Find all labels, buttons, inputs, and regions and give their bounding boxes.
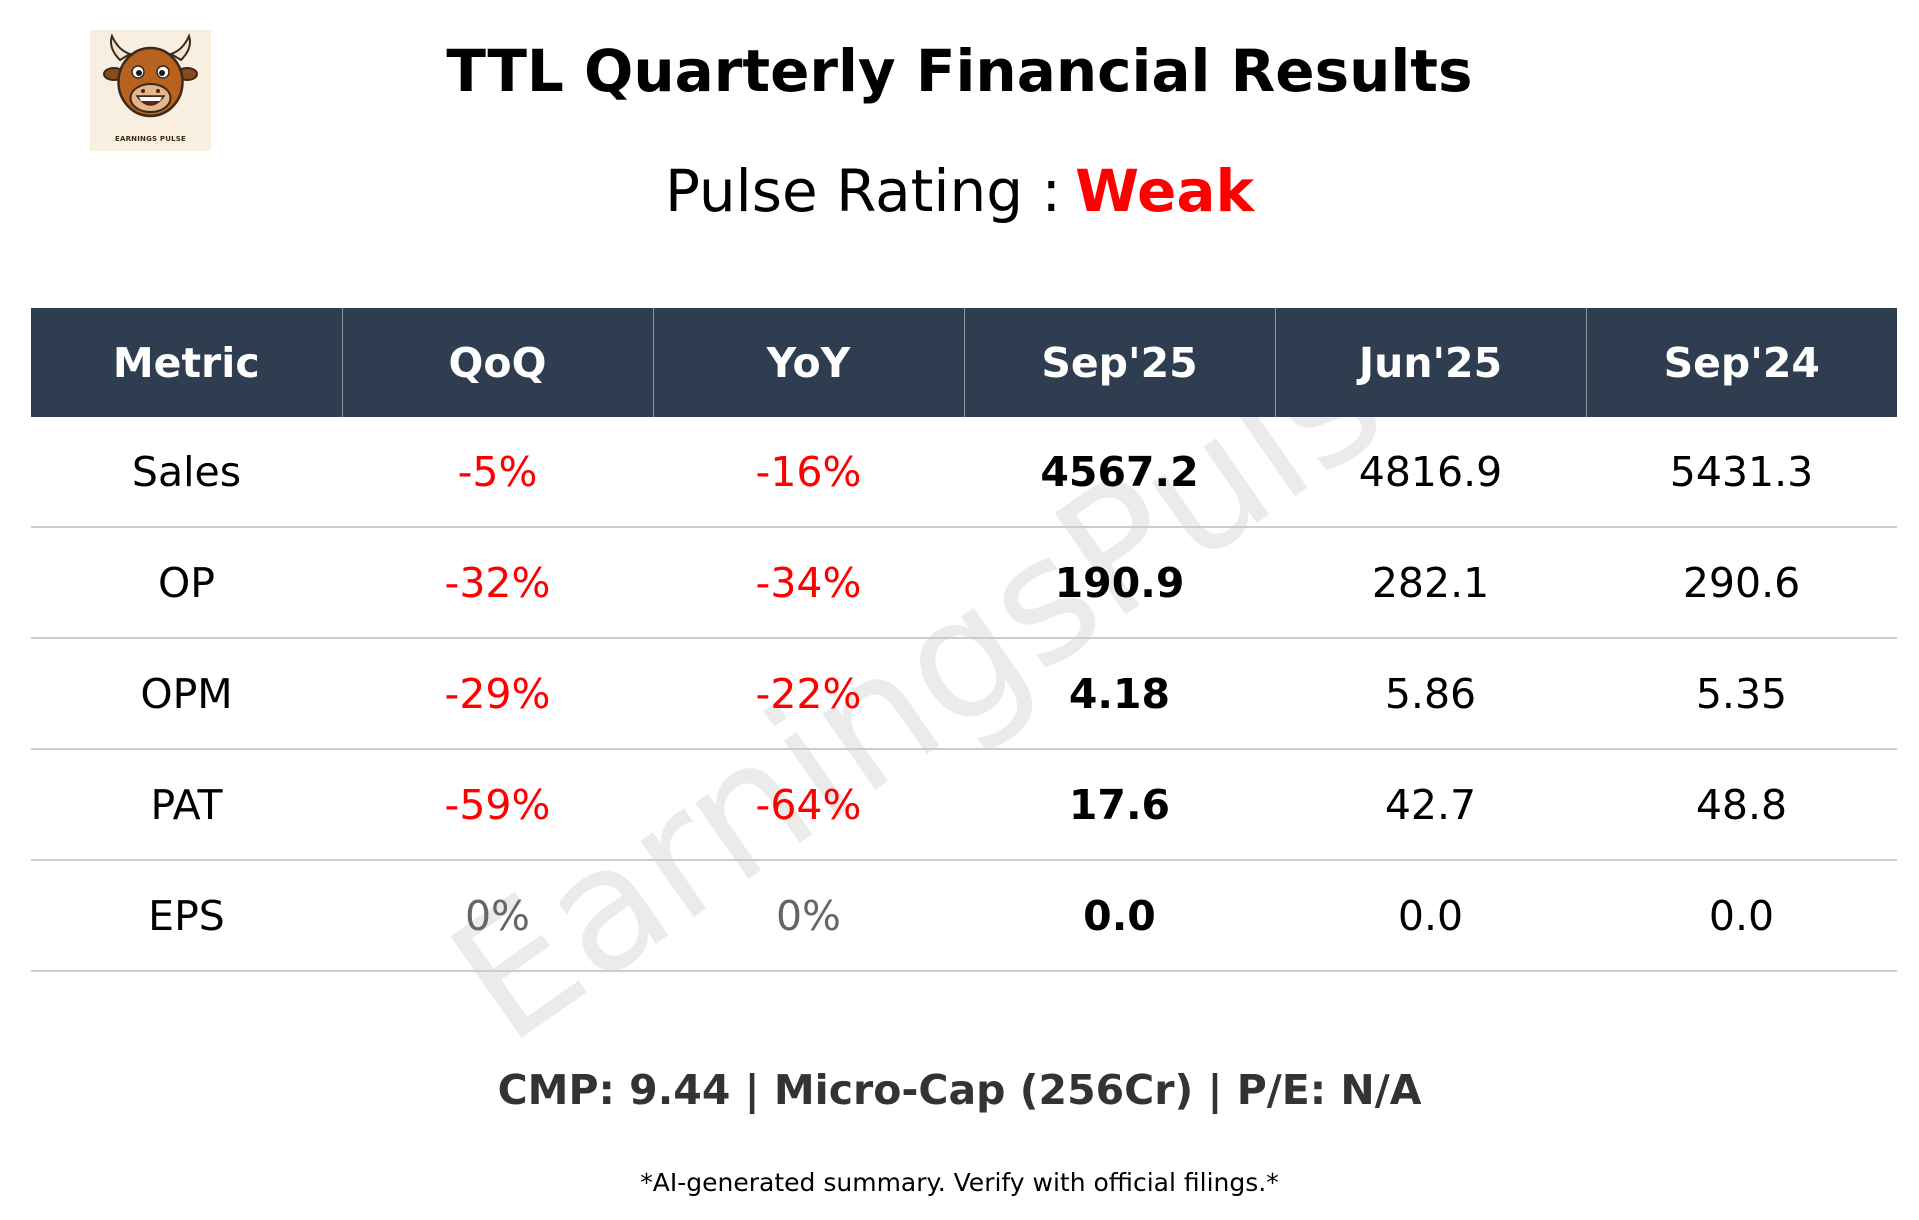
disclaimer: *AI-generated summary. Verify with offic… xyxy=(640,1168,1279,1197)
column-header-metric: Metric xyxy=(31,308,342,417)
sep24-cell: 5431.3 xyxy=(1586,417,1897,528)
column-header-sep25: Sep'25 xyxy=(963,308,1275,417)
metric-cell: PAT xyxy=(31,749,342,861)
yoy-cell: -34% xyxy=(653,527,964,639)
sep24-cell: 290.6 xyxy=(1586,527,1897,639)
column-header-yoy: YoY xyxy=(652,308,964,417)
column-header-jun25: Jun'25 xyxy=(1274,308,1586,417)
jun25-cell: 4816.9 xyxy=(1275,417,1586,528)
sep24-cell: 0.0 xyxy=(1586,860,1897,972)
bull-mascot-icon xyxy=(103,33,198,118)
sep25-cell: 4567.2 xyxy=(964,417,1275,528)
qoq-cell: -32% xyxy=(342,527,653,639)
pulse-rating: Pulse Rating : Weak xyxy=(0,156,1919,226)
metric-cell: OPM xyxy=(31,638,342,750)
jun25-cell: 5.86 xyxy=(1275,638,1586,750)
yoy-cell: -16% xyxy=(653,417,964,528)
yoy-cell: -22% xyxy=(653,638,964,750)
qoq-cell: -5% xyxy=(342,417,653,528)
jun25-cell: 0.0 xyxy=(1275,860,1586,972)
sep25-cell: 17.6 xyxy=(964,749,1275,861)
logo: EARNINGS PULSE xyxy=(90,30,211,151)
sep25-cell: 4.18 xyxy=(964,638,1275,750)
table-row: OPM -29% -22% 4.18 5.86 5.35 xyxy=(31,638,1897,750)
table-row: PAT -59% -64% 17.6 42.7 48.8 xyxy=(31,749,1897,861)
qoq-cell: -29% xyxy=(342,638,653,750)
yoy-cell: 0% xyxy=(653,860,964,972)
qoq-cell: 0% xyxy=(342,860,653,972)
page-title: TTL Quarterly Financial Results xyxy=(446,37,1473,105)
metric-cell: EPS xyxy=(31,860,342,972)
table-row: Sales -5% -16% 4567.2 4816.9 5431.3 xyxy=(31,417,1897,528)
yoy-cell: -64% xyxy=(653,749,964,861)
jun25-cell: 282.1 xyxy=(1275,527,1586,639)
sep24-cell: 5.35 xyxy=(1586,638,1897,750)
sep24-cell: 48.8 xyxy=(1586,749,1897,861)
metric-cell: Sales xyxy=(31,417,342,528)
metric-cell: OP xyxy=(31,527,342,639)
results-table: Metric QoQ YoY Sep'25 Jun'25 Sep'24 Sale… xyxy=(31,308,1897,972)
table-header-row: Metric QoQ YoY Sep'25 Jun'25 Sep'24 xyxy=(31,308,1897,417)
logo-caption: EARNINGS PULSE xyxy=(114,135,187,143)
table-row: EPS 0% 0% 0.0 0.0 0.0 xyxy=(31,860,1897,972)
column-header-qoq: QoQ xyxy=(341,308,653,417)
jun25-cell: 42.7 xyxy=(1275,749,1586,861)
pulse-rating-value: Weak xyxy=(1075,157,1255,225)
qoq-cell: -59% xyxy=(342,749,653,861)
sep25-cell: 190.9 xyxy=(964,527,1275,639)
column-header-sep24: Sep'24 xyxy=(1585,308,1897,417)
pulse-rating-label: Pulse Rating : xyxy=(664,157,1062,225)
sep25-cell: 0.0 xyxy=(964,860,1275,972)
table-row: OP -32% -34% 190.9 282.1 290.6 xyxy=(31,527,1897,639)
market-summary: CMP: 9.44 | Micro-Cap (256Cr) | P/E: N/A xyxy=(497,1066,1422,1114)
